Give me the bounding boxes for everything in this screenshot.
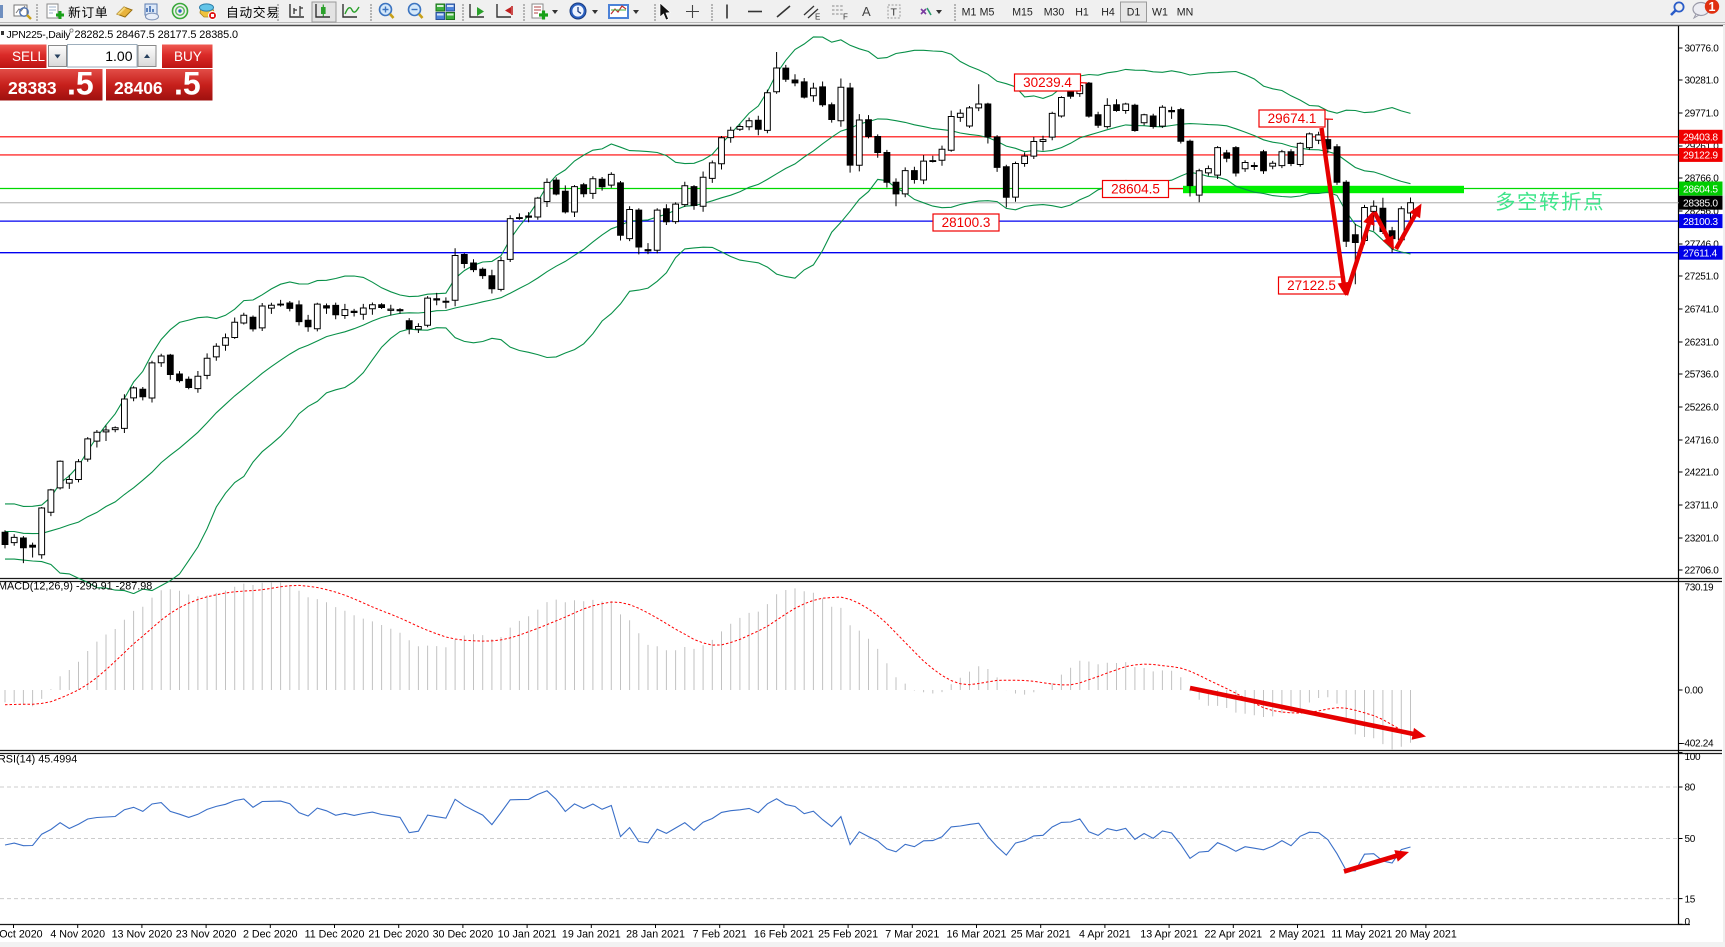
svg-text:M1: M1: [962, 7, 977, 19]
svg-text:M15: M15: [1012, 7, 1033, 19]
svg-text:23201.0: 23201.0: [1685, 534, 1720, 545]
svg-text:24716.0: 24716.0: [1685, 436, 1720, 447]
svg-text:26 Oct 2020: 26 Oct 2020: [0, 929, 43, 941]
svg-text:27746.0: 27746.0: [1685, 240, 1720, 251]
svg-text:23711.0: 23711.0: [1685, 501, 1719, 512]
svg-text:13 Apr 2021: 13 Apr 2021: [1140, 929, 1198, 941]
svg-text:1.00: 1.00: [105, 48, 132, 64]
svg-text:H1: H1: [1075, 7, 1089, 19]
svg-text:0.00: 0.00: [1685, 686, 1704, 697]
svg-text:29122.9: 29122.9: [1683, 151, 1718, 162]
svg-text:MACD(12,26,9) -299.91 -287.98: MACD(12,26,9) -299.91 -287.98: [0, 581, 152, 593]
svg-text:24221.0: 24221.0: [1685, 468, 1720, 479]
svg-text:4 Apr 2021: 4 Apr 2021: [1079, 929, 1131, 941]
svg-text:MN: MN: [1177, 7, 1193, 19]
svg-text:28766.0: 28766.0: [1685, 174, 1720, 185]
svg-text:W1: W1: [1152, 7, 1168, 19]
svg-text:26231.0: 26231.0: [1685, 338, 1720, 349]
svg-text:A: A: [862, 4, 871, 19]
svg-text:23 Nov 2020: 23 Nov 2020: [176, 929, 237, 941]
svg-text:29674.1: 29674.1: [1268, 111, 1317, 126]
svg-text:27122.5: 27122.5: [1287, 278, 1336, 293]
svg-text:28256.0: 28256.0: [1685, 207, 1720, 218]
svg-text:27611.4: 27611.4: [1683, 249, 1718, 260]
svg-text:28100.3: 28100.3: [942, 215, 991, 230]
svg-text:T: T: [891, 7, 898, 19]
svg-text:27251.0: 27251.0: [1685, 272, 1720, 283]
svg-text:13 Nov 2020: 13 Nov 2020: [112, 929, 173, 941]
svg-text:28604.5: 28604.5: [1683, 184, 1718, 195]
svg-text:10 Jan 2021: 10 Jan 2021: [498, 929, 557, 941]
svg-text:1: 1: [1709, 0, 1716, 14]
svg-text:E: E: [815, 13, 820, 22]
svg-text:100: 100: [1685, 752, 1702, 763]
svg-text:11 Dec 2020: 11 Dec 2020: [305, 929, 365, 941]
svg-text:25 Feb 2021: 25 Feb 2021: [818, 929, 878, 941]
svg-text:11 May 2021: 11 May 2021: [1331, 929, 1392, 941]
svg-text:25736.0: 25736.0: [1685, 370, 1720, 381]
svg-text:BUY: BUY: [174, 49, 202, 64]
svg-text:.5: .5: [174, 66, 201, 102]
svg-text:16 Mar 2021: 16 Mar 2021: [946, 929, 1006, 941]
svg-text:50: 50: [1685, 834, 1696, 845]
svg-text:.5: .5: [67, 66, 94, 102]
svg-text:-402.24: -402.24: [1682, 739, 1715, 750]
svg-text:28282.5 28467.5 28177.5 28385.: 28282.5 28467.5 28177.5 28385.0: [75, 29, 238, 41]
svg-text:7 Feb 2021: 7 Feb 2021: [693, 929, 747, 941]
svg-text:29403.8: 29403.8: [1683, 133, 1718, 144]
svg-text:28 Jan 2021: 28 Jan 2021: [626, 929, 685, 941]
svg-text:RSI(14) 45.4994: RSI(14) 45.4994: [0, 754, 77, 766]
svg-text:25 Mar 2021: 25 Mar 2021: [1011, 929, 1071, 941]
svg-text:28100.3: 28100.3: [1683, 217, 1718, 228]
svg-text:D1: D1: [1127, 7, 1141, 19]
svg-text:M5: M5: [980, 7, 995, 19]
svg-text:30239.4: 30239.4: [1023, 75, 1072, 90]
svg-text:29261.0: 29261.0: [1685, 142, 1720, 153]
svg-text:15: 15: [1685, 894, 1696, 905]
svg-text:19 Jan 2021: 19 Jan 2021: [562, 929, 621, 941]
svg-text:29771.0: 29771.0: [1685, 109, 1720, 120]
svg-text:21 Dec 2020: 21 Dec 2020: [368, 929, 429, 941]
svg-text:26741.0: 26741.0: [1685, 305, 1720, 316]
svg-text:2 Dec 2020: 2 Dec 2020: [243, 929, 298, 941]
svg-text:30281.0: 30281.0: [1685, 76, 1720, 87]
svg-text:JPN225-,Daily: JPN225-,Daily: [7, 30, 72, 41]
svg-text:0: 0: [1685, 917, 1691, 928]
svg-text:30776.0: 30776.0: [1685, 44, 1720, 55]
svg-text:7 Mar 2021: 7 Mar 2021: [885, 929, 939, 941]
svg-text:20 May 2021: 20 May 2021: [1395, 929, 1457, 941]
svg-text:28385.0: 28385.0: [1683, 199, 1718, 210]
svg-text:25226.0: 25226.0: [1685, 403, 1720, 414]
svg-text:M30: M30: [1044, 7, 1065, 19]
svg-text:SELL: SELL: [12, 49, 46, 64]
svg-text:F: F: [843, 13, 848, 22]
svg-text:H4: H4: [1101, 7, 1115, 19]
svg-text:2 May 2021: 2 May 2021: [1270, 929, 1326, 941]
svg-text:730.19: 730.19: [1685, 583, 1715, 594]
svg-text:22 Apr 2021: 22 Apr 2021: [1204, 929, 1262, 941]
svg-text:4 Nov 2020: 4 Nov 2020: [50, 929, 105, 941]
svg-text:22706.0: 22706.0: [1685, 566, 1720, 577]
svg-text:16 Feb 2021: 16 Feb 2021: [754, 929, 814, 941]
svg-text:28604.5: 28604.5: [1111, 182, 1160, 197]
svg-text:28383: 28383: [8, 78, 57, 98]
svg-text:80: 80: [1685, 783, 1696, 794]
svg-text:28406: 28406: [114, 78, 163, 98]
svg-text:30 Dec 2020: 30 Dec 2020: [433, 929, 494, 941]
